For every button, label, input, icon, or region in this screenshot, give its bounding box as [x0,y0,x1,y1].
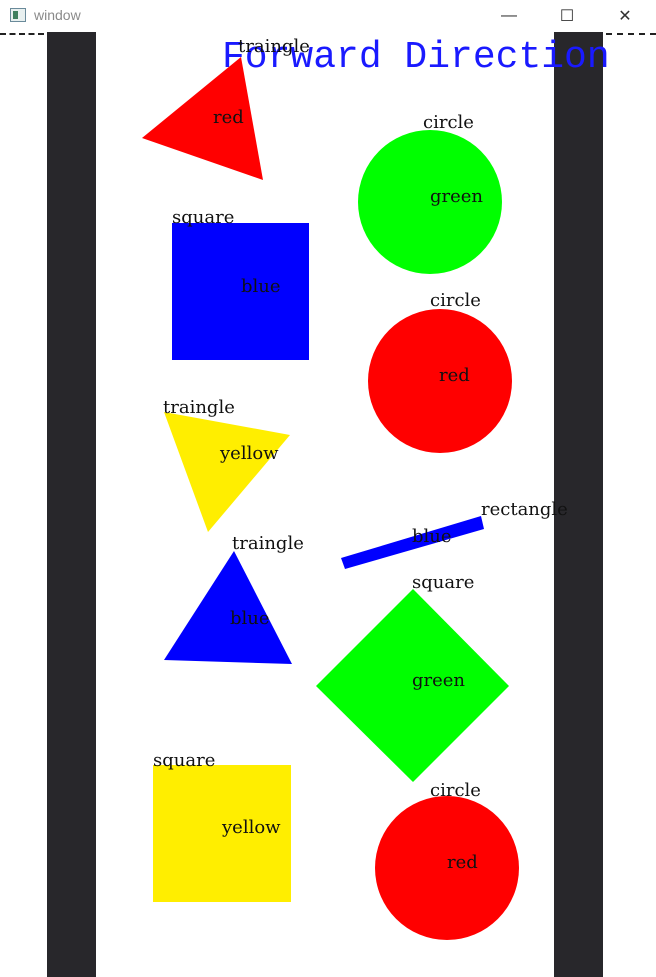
shape-label: traingle [163,397,235,418]
color-label: red [439,365,470,386]
red-circle-bottom [375,796,519,940]
yellow-square [153,765,291,902]
shape-label: circle [423,112,474,133]
color-label: yellow [222,817,281,838]
lane-marking-left [0,33,44,35]
yellow-triangle [164,412,290,532]
direction-heading: Forward Direction [222,36,610,79]
shape-label: square [153,750,216,771]
shape-label: circle [430,290,481,311]
title-bar: window — ☐ ✕ [0,0,656,32]
image-canvas: Forward Direction traingle red circle gr… [0,32,656,977]
minimize-button[interactable]: — [501,7,517,24]
color-label: green [412,670,466,691]
maximize-button[interactable]: ☐ [559,8,575,25]
color-label: yellow [220,443,279,464]
lane-right [554,32,603,977]
blue-triangle [164,551,292,664]
color-label: green [430,186,484,207]
close-button[interactable]: ✕ [618,8,632,25]
app-icon [10,8,26,22]
blue-square [172,223,309,360]
shapes-layer [142,57,519,940]
color-label: blue [412,526,452,547]
green-circle [358,130,502,274]
color-label: blue [230,608,270,629]
shape-label: rectangle [481,499,568,520]
red-circle [368,309,512,453]
color-label: red [447,852,478,873]
shape-label: square [172,207,235,228]
shape-label: traingle [232,533,304,554]
window-title: window [34,7,81,23]
shape-label: traingle [238,36,310,57]
lane-marking-right [606,33,656,35]
shape-label: square [412,572,475,593]
red-triangle [142,57,263,180]
lane-left [47,32,96,977]
blue-rectangle [341,516,484,569]
color-label: red [213,107,244,128]
color-label: blue [241,276,281,297]
green-square [316,589,509,782]
shape-label: circle [430,780,481,801]
